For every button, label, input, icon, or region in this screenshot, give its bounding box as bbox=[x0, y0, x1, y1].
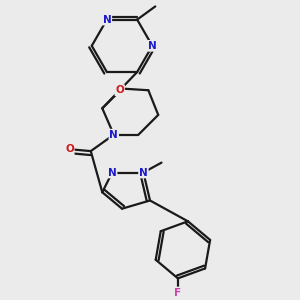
Text: N: N bbox=[110, 130, 118, 140]
Text: F: F bbox=[174, 287, 182, 298]
Text: N: N bbox=[148, 41, 157, 51]
Text: N: N bbox=[108, 167, 116, 178]
Text: N: N bbox=[103, 15, 111, 25]
Text: O: O bbox=[116, 85, 124, 95]
Text: N: N bbox=[139, 167, 148, 178]
Text: O: O bbox=[65, 145, 74, 154]
